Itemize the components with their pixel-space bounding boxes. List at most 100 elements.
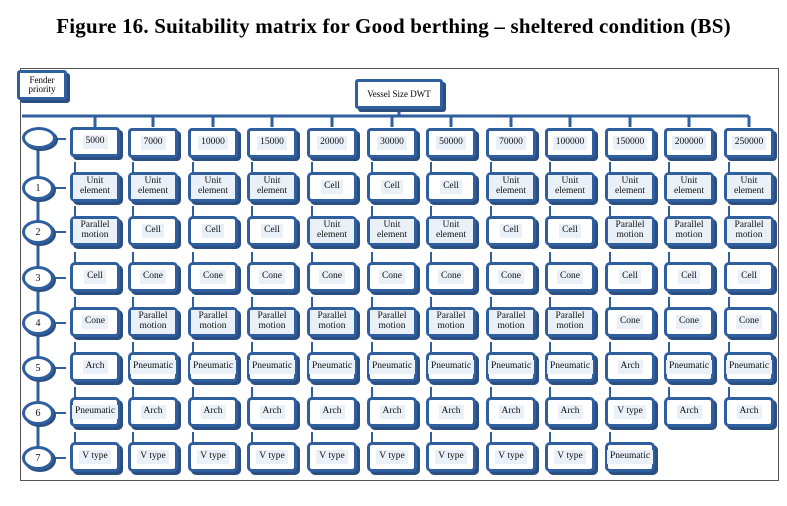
fender-type-cell: Parallel motion [307, 307, 357, 337]
fender-type-cell-label: Unit element [667, 175, 711, 199]
fender-type-cell-label: Cone [437, 270, 465, 284]
fender-type-cell: Pneumatic [545, 352, 595, 382]
fender-type-cell: V type [188, 442, 238, 472]
fender-type-cell: Cell [486, 216, 536, 246]
fender-type-cell: Cell [128, 216, 178, 246]
fender-type-cell: Unit element [426, 216, 476, 246]
fender-type-cell-label: Pneumatic [129, 360, 177, 374]
fender-type-cell-label: Pneumatic [427, 360, 475, 374]
vessel-size-header: 100000 [545, 128, 595, 158]
fender-type-cell-label: Cell [142, 224, 164, 238]
vessel-size-header-label: 150000 [612, 136, 648, 150]
fender-priority-box: Fender priority [17, 70, 67, 100]
fender-type-cell-label: Unit element [489, 175, 533, 199]
fender-type-cell-label: V type [316, 450, 348, 464]
fender-type-cell-label: Cell [261, 224, 283, 238]
fender-type-cell: Cone [605, 307, 655, 337]
vessel-size-header-label: 15000 [257, 136, 287, 150]
fender-type-cell-label: Cell [84, 270, 106, 284]
fender-type-cell: Unit element [486, 172, 536, 202]
fender-type-cell-label: Cone [675, 315, 703, 329]
fender-type-cell: Arch [188, 397, 238, 427]
vessel-size-header: 15000 [247, 128, 297, 158]
fender-type-cell-label: Pneumatic [665, 360, 713, 374]
fender-type-cell-label: Parallel motion [548, 310, 592, 334]
fender-type-cell-label: Cone [199, 270, 227, 284]
fender-type-cell: Parallel motion [247, 307, 297, 337]
fender-type-cell-label: Parallel motion [608, 219, 652, 243]
fender-type-cell: Unit element [664, 172, 714, 202]
fender-type-cell: Pneumatic [486, 352, 536, 382]
fender-type-cell: Pneumatic [307, 352, 357, 382]
priority-node: 5 [22, 356, 54, 380]
fender-type-cell: Cell [367, 172, 417, 202]
fender-type-cell-label: V type [197, 450, 229, 464]
fender-type-cell: Cell [247, 216, 297, 246]
fender-type-cell: Pneumatic [70, 397, 120, 427]
fender-type-cell: Unit element [188, 172, 238, 202]
fender-type-cell: Arch [128, 397, 178, 427]
vessel-size-header: 7000 [128, 128, 178, 158]
fender-type-cell-label: Cone [81, 315, 109, 329]
fender-type-cell-label: Pneumatic [71, 405, 119, 419]
fender-type-cell-label: Unit element [131, 175, 175, 199]
vessel-size-header: 250000 [724, 128, 774, 158]
fender-type-cell: Parallel motion [486, 307, 536, 337]
fender-type-cell: Cone [664, 307, 714, 337]
fender-type-cell: Unit element [367, 216, 417, 246]
figure-title: Figure 16. Suitability matrix for Good b… [56, 14, 731, 38]
fender-type-cell: Cone [486, 262, 536, 292]
fender-type-cell: Unit element [724, 172, 774, 202]
vessel-size-box: Vessel Size DWT [355, 79, 443, 109]
fender-type-cell: Arch [70, 352, 120, 382]
fender-type-cell: Cone [70, 307, 120, 337]
fender-type-cell-label: Pneumatic [189, 360, 237, 374]
fender-type-cell: Parallel motion [664, 216, 714, 246]
vessel-size-header-label: 50000 [436, 136, 466, 150]
fender-type-cell-label: Arch [259, 405, 285, 419]
fender-type-cell: Cell [664, 262, 714, 292]
diagram-frame [20, 68, 779, 481]
fender-type-cell: V type [486, 442, 536, 472]
fender-type-cell: Arch [247, 397, 297, 427]
fender-type-cell: Cone [128, 262, 178, 292]
vessel-size-header-label: 200000 [671, 136, 707, 150]
fender-type-cell: Cone [367, 262, 417, 292]
fender-type-cell: Cell [545, 216, 595, 246]
vessel-size-header: 20000 [307, 128, 357, 158]
fender-type-cell-label: Parallel motion [131, 310, 175, 334]
vessel-size-header-label: 7000 [140, 136, 166, 150]
fender-type-cell: Arch [545, 397, 595, 427]
priority-node: 4 [22, 311, 54, 335]
fender-type-cell-label: V type [79, 450, 111, 464]
fender-type-cell-label: Arch [379, 405, 405, 419]
fender-type-cell: Unit element [247, 172, 297, 202]
fender-type-cell: Pneumatic [426, 352, 476, 382]
fender-type-cell-label: Cell [381, 180, 403, 194]
fender-type-cell-label: Parallel motion [370, 310, 414, 334]
vessel-size-header-label: 70000 [496, 136, 526, 150]
fender-type-cell-label: Unit element [727, 175, 771, 199]
fender-type-cell-label: Arch [200, 405, 226, 419]
fender-type-cell-label: Parallel motion [667, 219, 711, 243]
fender-type-cell: Unit element [605, 172, 655, 202]
fender-type-cell-label: Arch [557, 405, 583, 419]
fender-type-cell: Parallel motion [128, 307, 178, 337]
fender-type-cell: V type [247, 442, 297, 472]
priority-node: 6 [22, 401, 54, 425]
fender-type-cell: Cone [188, 262, 238, 292]
fender-type-cell-label: Unit element [73, 175, 117, 199]
fender-type-cell-label: Pneumatic [487, 360, 535, 374]
fender-type-cell: Arch [605, 352, 655, 382]
vessel-size-header-label: 5000 [82, 135, 108, 149]
fender-type-cell-label: Parallel motion [429, 310, 473, 334]
fender-type-cell: Pneumatic [128, 352, 178, 382]
vessel-size-header-label: 100000 [552, 136, 588, 150]
fender-type-cell: Unit element [128, 172, 178, 202]
fender-type-cell-label: Arch [82, 360, 108, 374]
fender-type-cell: Cell [605, 262, 655, 292]
fender-type-cell: Arch [724, 397, 774, 427]
fender-type-cell-label: Cell [440, 180, 462, 194]
fender-type-cell-label: Arch [736, 405, 762, 419]
fender-type-cell-label: Cell [321, 180, 343, 194]
